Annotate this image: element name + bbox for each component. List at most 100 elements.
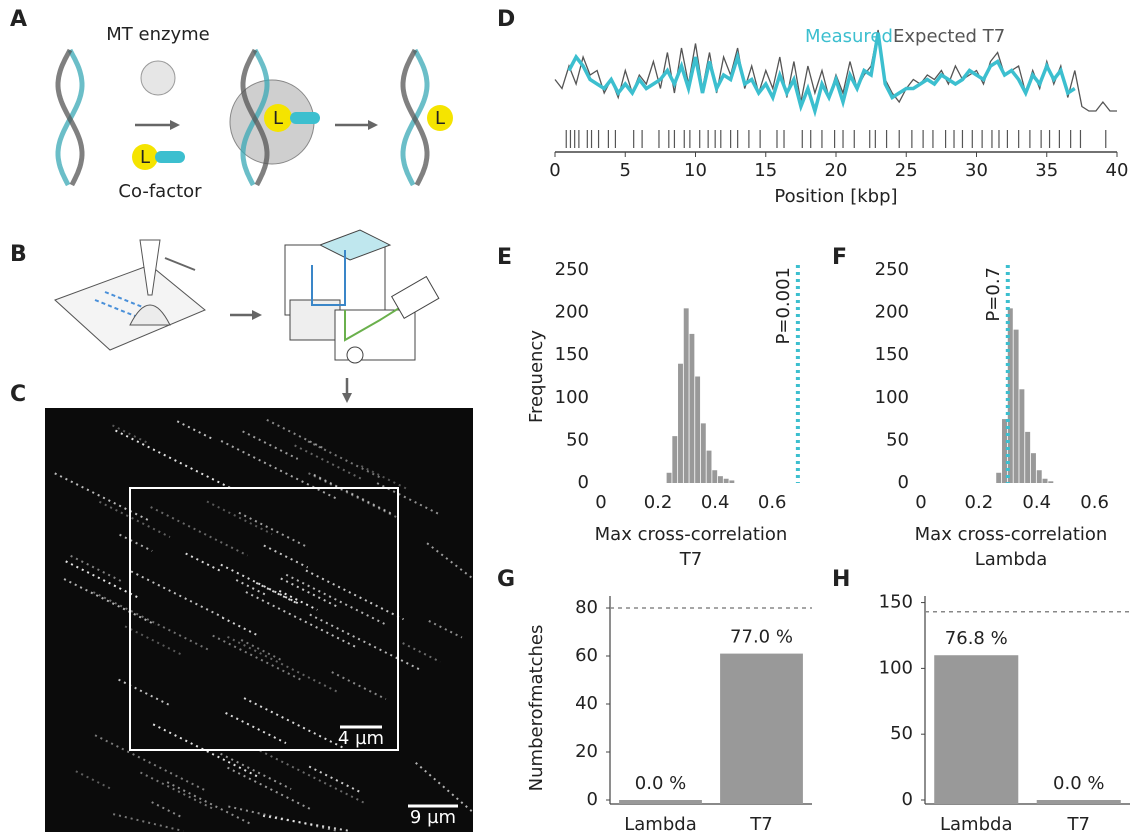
dna-molecule bbox=[63, 578, 156, 626]
bar bbox=[720, 653, 803, 804]
panel-letter: A bbox=[10, 7, 27, 32]
dna-molecule bbox=[206, 500, 273, 535]
dna-molecule bbox=[278, 589, 318, 611]
dna-molecule bbox=[227, 635, 339, 694]
cofactor-tail bbox=[155, 151, 185, 163]
enzyme bbox=[140, 60, 176, 96]
histogram-bar bbox=[723, 478, 729, 483]
x-tick-label: Lambda bbox=[940, 814, 1012, 835]
dna-molecule bbox=[259, 749, 367, 805]
histogram-bar bbox=[695, 376, 701, 483]
histogram-bar bbox=[996, 472, 1002, 483]
dna-molecule bbox=[245, 591, 356, 648]
panel-c bbox=[45, 408, 473, 832]
dna-molecule bbox=[240, 639, 283, 662]
arrow-head bbox=[368, 120, 378, 130]
histogram-bar bbox=[717, 476, 723, 483]
x-tick-label: 15 bbox=[754, 160, 777, 181]
x-tick-label: 0.2 bbox=[644, 492, 673, 513]
slide bbox=[54, 264, 206, 351]
dna-molecule bbox=[360, 465, 407, 490]
x-tick-label: 30 bbox=[965, 160, 988, 181]
x-tick-label: 5 bbox=[620, 160, 631, 181]
x-axis-label: Lambda bbox=[975, 549, 1047, 570]
dna-molecule bbox=[243, 697, 346, 750]
y-tick-label: 60 bbox=[575, 645, 598, 666]
dna-molecule bbox=[212, 634, 304, 682]
x-tick-label: T7 bbox=[749, 814, 772, 835]
y-tick-label: 0 bbox=[587, 789, 598, 810]
cofactor-tail bbox=[290, 112, 320, 124]
y-tick-label: 150 bbox=[875, 344, 909, 365]
dna-strand bbox=[240, 48, 270, 187]
panel-letter: F bbox=[832, 245, 847, 270]
histogram-bar bbox=[1013, 329, 1019, 483]
dna-molecule bbox=[176, 420, 214, 440]
histogram-bar bbox=[729, 480, 735, 483]
dna-molecule bbox=[308, 472, 400, 520]
dna-molecule bbox=[130, 570, 224, 619]
cofactor-symbol: L bbox=[435, 108, 445, 129]
y-axis-label: Frequency bbox=[526, 330, 547, 423]
p-value-label: P=0.7 bbox=[983, 267, 1004, 322]
cofactor bbox=[427, 105, 453, 131]
x-tick-label: 0 bbox=[549, 160, 560, 181]
bar bbox=[934, 655, 1019, 804]
dna-molecule bbox=[94, 734, 207, 792]
x-tick-label: 0.4 bbox=[701, 492, 730, 513]
bar-annotation: 77.0 % bbox=[730, 627, 793, 648]
bar-annotation: 0.0 % bbox=[635, 773, 686, 794]
panel-letter: B bbox=[10, 242, 27, 267]
cofactor-label: Co-factor bbox=[118, 181, 202, 202]
line bbox=[567, 32, 1076, 118]
x-tick-label: 0.6 bbox=[1080, 492, 1109, 513]
x-tick-label: 0 bbox=[595, 492, 606, 513]
y-tick-label: 40 bbox=[575, 693, 598, 714]
legend-entry: Expected T7 bbox=[893, 26, 1005, 47]
dna-molecule bbox=[92, 591, 210, 652]
y-tick-label: 0 bbox=[578, 472, 589, 493]
x-tick-label: 10 bbox=[684, 160, 707, 181]
dna-molecule bbox=[294, 444, 362, 480]
dna-molecule bbox=[263, 544, 309, 569]
dna-strand bbox=[55, 48, 85, 187]
dna-molecule bbox=[255, 581, 298, 605]
panel-letter: C bbox=[10, 382, 26, 407]
bar-annotation: 76.8 % bbox=[945, 628, 1008, 649]
y-tick-label: 0 bbox=[902, 789, 913, 810]
dna-molecule bbox=[98, 500, 171, 538]
panel-b bbox=[54, 229, 440, 403]
y-tick-label: 100 bbox=[555, 387, 589, 408]
dna-molecule bbox=[220, 440, 340, 501]
y-tick-label: 100 bbox=[875, 387, 909, 408]
histogram-bar bbox=[1030, 453, 1036, 483]
scale-label: 9 µm bbox=[410, 807, 456, 828]
x-tick-label: 40 bbox=[1106, 160, 1129, 181]
x-tick-label: T7 bbox=[1067, 814, 1090, 835]
dna-molecule bbox=[228, 805, 339, 832]
dna-molecule bbox=[221, 616, 260, 638]
y-tick-label: 50 bbox=[886, 429, 909, 450]
y-tick-label: 200 bbox=[875, 302, 909, 323]
y-tick-label: 250 bbox=[555, 259, 589, 280]
y-tick-label: 50 bbox=[566, 429, 589, 450]
histogram-bar bbox=[689, 333, 695, 483]
y-tick-label: 150 bbox=[879, 592, 913, 613]
arrow-head bbox=[252, 310, 262, 320]
bar bbox=[1036, 800, 1121, 804]
x-tick-label: 0.4 bbox=[1022, 492, 1051, 513]
dna-molecule bbox=[185, 552, 224, 574]
panel-letter: G bbox=[497, 567, 515, 592]
p-value-label: P=0.001 bbox=[773, 267, 794, 344]
x-tick-label: Lambda bbox=[624, 814, 696, 835]
histogram-bar bbox=[712, 470, 718, 483]
dna-molecule bbox=[305, 569, 404, 621]
dna-strand bbox=[400, 48, 430, 187]
pipette bbox=[139, 239, 161, 296]
arrow-head bbox=[342, 393, 352, 403]
dna-molecule bbox=[242, 430, 299, 460]
channel bbox=[94, 299, 141, 319]
dna-molecule bbox=[238, 511, 306, 547]
dna-molecule bbox=[150, 506, 248, 557]
